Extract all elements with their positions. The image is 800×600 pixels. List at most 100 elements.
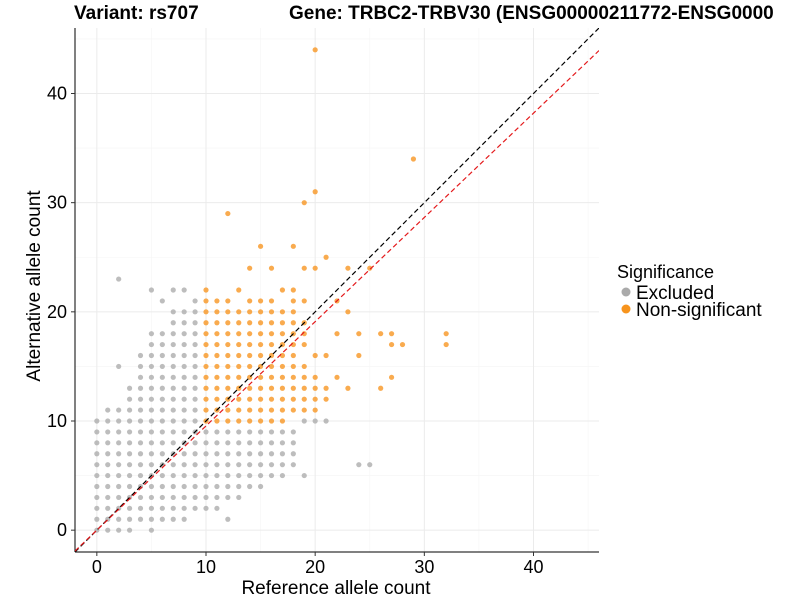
point-excluded xyxy=(170,494,176,501)
point-non-significant xyxy=(236,341,242,348)
point-non-significant xyxy=(279,320,286,326)
point-excluded xyxy=(159,341,165,348)
point-non-significant xyxy=(367,265,373,271)
point-non-significant xyxy=(301,363,307,370)
point-excluded xyxy=(192,483,198,490)
point-excluded xyxy=(159,440,165,446)
point-non-significant xyxy=(443,331,449,337)
point-non-significant xyxy=(279,396,286,402)
point-non-significant xyxy=(236,309,242,315)
y-tick-label: 0 xyxy=(57,520,67,540)
point-excluded xyxy=(257,472,264,479)
point-excluded xyxy=(126,429,133,435)
point-non-significant xyxy=(247,320,253,326)
point-excluded xyxy=(181,331,187,337)
point-excluded xyxy=(148,396,155,402)
point-non-significant xyxy=(225,352,231,359)
point-non-significant xyxy=(225,320,231,326)
point-excluded xyxy=(137,451,144,457)
point-excluded xyxy=(214,451,220,457)
point-excluded xyxy=(105,407,111,413)
point-excluded xyxy=(137,352,144,359)
point-excluded xyxy=(192,363,198,370)
point-excluded xyxy=(159,385,165,391)
point-non-significant xyxy=(225,210,231,217)
point-excluded xyxy=(170,396,176,402)
point-excluded xyxy=(367,462,373,468)
point-excluded xyxy=(192,352,198,359)
point-excluded xyxy=(159,494,165,501)
point-excluded xyxy=(105,418,111,424)
point-excluded xyxy=(290,451,296,457)
point-non-significant xyxy=(290,352,296,359)
point-excluded xyxy=(279,429,286,435)
point-non-significant xyxy=(247,298,253,304)
point-excluded xyxy=(94,516,100,522)
point-excluded xyxy=(137,516,144,522)
point-excluded xyxy=(181,363,187,370)
point-excluded xyxy=(148,407,155,413)
point-non-significant xyxy=(268,320,275,326)
chart-title-gene: Gene: TRBC2-TRBV30 (ENSG00000211772-ENSG… xyxy=(289,3,774,24)
point-excluded xyxy=(181,494,187,501)
point-non-significant xyxy=(247,418,253,424)
point-excluded xyxy=(94,451,100,457)
point-excluded xyxy=(148,516,155,522)
point-excluded xyxy=(247,429,253,435)
point-excluded xyxy=(236,462,242,468)
point-excluded xyxy=(301,472,307,479)
point-excluded xyxy=(247,472,253,479)
point-non-significant xyxy=(203,407,209,413)
point-non-significant xyxy=(301,331,307,337)
point-non-significant xyxy=(290,309,296,315)
point-excluded xyxy=(137,407,144,413)
point-excluded xyxy=(312,418,318,424)
point-excluded xyxy=(116,407,122,413)
point-excluded xyxy=(159,352,165,359)
point-non-significant xyxy=(301,298,307,304)
point-excluded xyxy=(148,418,155,424)
chart-title-variant: Variant: rs707 xyxy=(74,3,199,24)
point-excluded xyxy=(181,374,187,380)
point-excluded xyxy=(301,418,307,424)
point-excluded xyxy=(126,407,133,413)
point-excluded xyxy=(116,418,122,424)
point-excluded xyxy=(170,363,176,370)
point-excluded xyxy=(170,429,176,435)
data-points xyxy=(94,47,449,533)
point-excluded xyxy=(170,309,176,315)
point-non-significant xyxy=(290,385,296,391)
point-non-significant xyxy=(410,156,417,162)
point-excluded xyxy=(236,440,242,446)
point-excluded xyxy=(170,352,176,359)
point-non-significant xyxy=(301,341,307,348)
point-non-significant xyxy=(312,407,318,413)
point-excluded xyxy=(192,462,198,468)
point-excluded xyxy=(225,516,231,522)
point-non-significant xyxy=(203,287,209,293)
x-tick-label: 20 xyxy=(305,557,325,577)
point-excluded xyxy=(137,363,144,370)
point-excluded xyxy=(192,298,198,304)
point-excluded xyxy=(225,451,231,457)
point-excluded xyxy=(192,505,198,511)
point-excluded xyxy=(192,407,198,413)
point-excluded xyxy=(94,472,100,479)
point-non-significant xyxy=(257,298,264,304)
point-excluded xyxy=(105,483,111,490)
point-excluded xyxy=(148,462,155,468)
point-non-significant xyxy=(279,331,286,337)
point-non-significant xyxy=(290,407,296,413)
point-non-significant xyxy=(290,298,296,304)
point-excluded xyxy=(159,451,165,457)
point-non-significant xyxy=(279,352,286,359)
point-non-significant xyxy=(247,352,253,359)
point-non-significant xyxy=(257,320,264,326)
point-non-significant xyxy=(225,298,231,304)
point-excluded xyxy=(203,451,209,457)
point-excluded xyxy=(116,363,122,370)
point-excluded xyxy=(225,494,231,501)
x-tick-label: 30 xyxy=(414,557,434,577)
point-excluded xyxy=(116,276,122,282)
y-tick-label: 40 xyxy=(47,84,67,104)
